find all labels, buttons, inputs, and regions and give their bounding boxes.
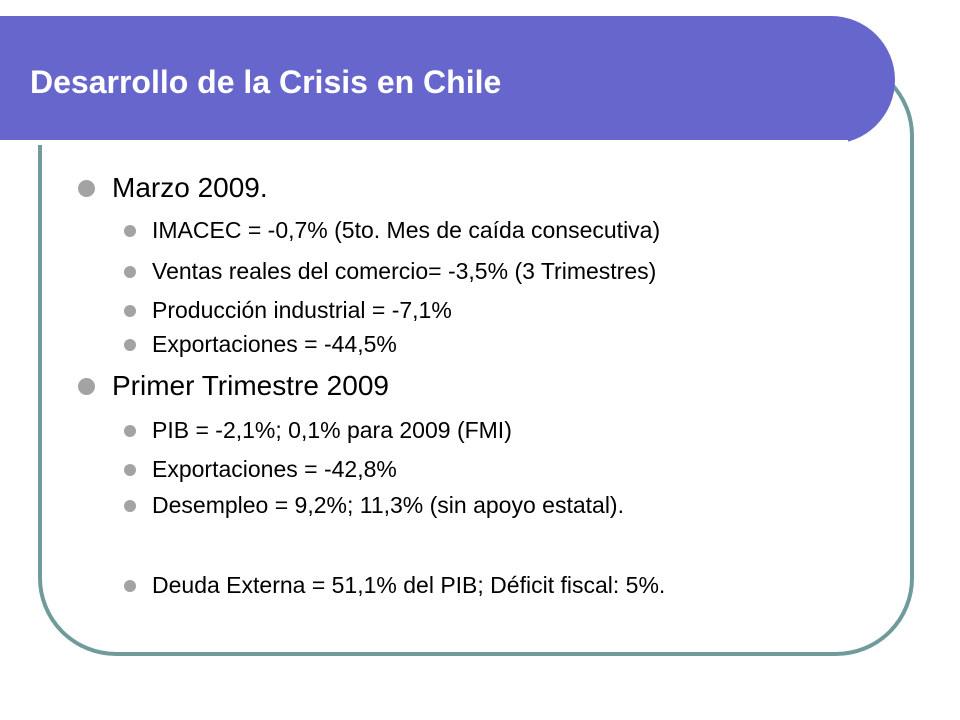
list-item-text: PIB = -2,1%; 0,1% para 2009 (FMI)	[152, 417, 512, 443]
bullet-dot	[124, 225, 136, 237]
list-item-text: IMACEC = -0,7% (5to. Mes de caída consec…	[152, 217, 661, 243]
bullet-dot	[78, 378, 95, 395]
list-item-text: Producción industrial = -7,1%	[152, 297, 452, 323]
title-bar: Desarrollo de la Crisis en Chile	[0, 16, 895, 145]
list-item: Exportaciones = -42,8%	[124, 458, 397, 481]
title-underline	[0, 140, 848, 145]
list-item-text: Desempleo = 9,2%; 11,3% (sin apoyo estat…	[152, 492, 624, 518]
section-heading-text: Marzo 2009.	[112, 172, 268, 203]
bullet-dot	[78, 180, 95, 197]
list-item: Exportaciones = -44,5%	[124, 333, 397, 356]
list-item-text: Ventas reales del comercio= -3,5% (3 Tri…	[152, 258, 657, 284]
list-item-text: Exportaciones = -44,5%	[152, 331, 397, 357]
section-heading-primer-trimestre: Primer Trimestre 2009	[78, 372, 389, 400]
bullet-dot	[124, 339, 136, 351]
list-item-text: Deuda Externa = 51,1% del PIB; Déficit f…	[152, 572, 666, 598]
list-item: Deuda Externa = 51,1% del PIB; Déficit f…	[124, 574, 665, 597]
list-item: Desempleo = 9,2%; 11,3% (sin apoyo estat…	[124, 494, 624, 517]
bullet-dot	[124, 305, 136, 317]
bullet-dot	[124, 580, 136, 592]
bullet-dot	[124, 425, 136, 437]
list-item: Producción industrial = -7,1%	[124, 299, 452, 322]
bullet-dot	[124, 500, 136, 512]
slide-title: Desarrollo de la Crisis en Chile	[30, 64, 502, 100]
list-item: IMACEC = -0,7% (5to. Mes de caída consec…	[124, 219, 660, 242]
list-item: PIB = -2,1%; 0,1% para 2009 (FMI)	[124, 419, 512, 442]
section-heading-marzo: Marzo 2009.	[78, 174, 268, 202]
bullet-dot	[124, 464, 136, 476]
list-item: Ventas reales del comercio= -3,5% (3 Tri…	[124, 260, 656, 283]
content-frame	[38, 58, 914, 656]
section-heading-text: Primer Trimestre 2009	[112, 370, 389, 401]
bullet-dot	[124, 266, 136, 278]
list-item-text: Exportaciones = -42,8%	[152, 456, 397, 482]
